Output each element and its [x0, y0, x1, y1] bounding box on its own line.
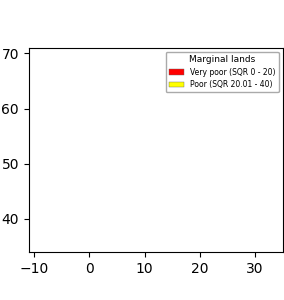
- Legend: Very poor (SQR 0 - 20), Poor (SQR 20.01 - 40): Very poor (SQR 0 - 20), Poor (SQR 20.01 …: [166, 52, 279, 92]
